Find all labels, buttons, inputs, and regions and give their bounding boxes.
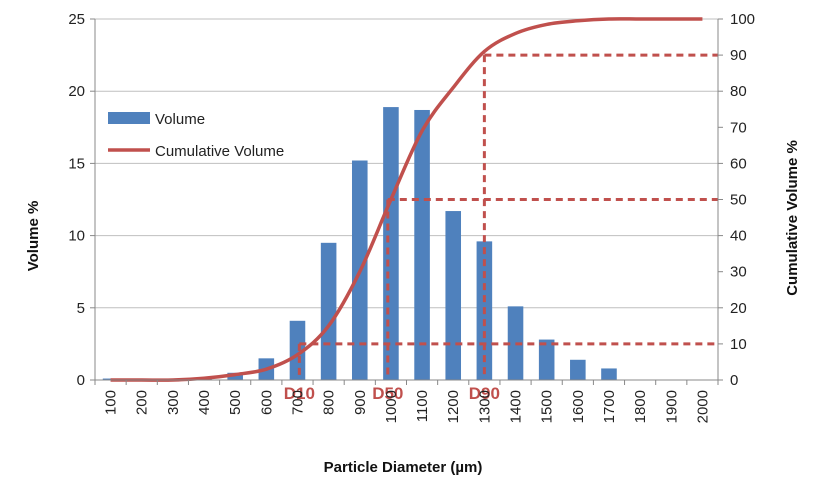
x-tick-label: 900 [352, 390, 369, 415]
y2-tick-label: 60 [730, 155, 747, 172]
x-tick-label: 1300 [476, 390, 493, 423]
x-tick-label: 800 [321, 390, 338, 415]
x-axis-title: Particle Diameter (µm) [324, 459, 483, 476]
x-tick-label: 2000 [694, 390, 711, 423]
tick-labels: 0 5 10 15 20 25 0 10 20 30 40 50 60 70 80 90 100 100 200 30… [68, 11, 755, 423]
y2-tick-label: 100 [730, 11, 755, 28]
cumulative-curve [110, 17, 703, 382]
x-tick-label: 1000 [383, 390, 400, 423]
marker-label: D50 [372, 384, 403, 403]
cumulative-volume-line [110, 17, 703, 382]
x-tick-label: 500 [227, 390, 244, 415]
y-tick-label: 5 [77, 300, 85, 317]
y2-tick-label: 70 [730, 119, 747, 136]
volume-bar [601, 368, 617, 380]
y2-axis-title: Cumulative Volume % [784, 140, 801, 296]
x-tick-label: 1800 [632, 390, 649, 423]
volume-bar [414, 109, 430, 381]
y2-tick-label: 20 [730, 300, 747, 317]
x-tick-label: 600 [258, 390, 275, 415]
volume-bar [383, 107, 399, 381]
x-tick-label: 1200 [445, 390, 462, 423]
x-tick-label: 300 [165, 390, 182, 415]
y2-tick-label: 80 [730, 83, 747, 100]
volume-bar [445, 211, 462, 380]
x-tick-label: 700 [289, 390, 306, 415]
x-tick-label: 100 [103, 390, 120, 415]
axes [90, 18, 723, 385]
legend-volume-label: Volume [155, 111, 205, 128]
y2-tick-label: 30 [730, 264, 747, 281]
volume-bar [538, 339, 555, 380]
y-axis-title: Volume % [25, 201, 42, 272]
volume-bar [320, 242, 337, 380]
volume-bars [102, 107, 617, 381]
x-tick-label: 1600 [570, 390, 587, 423]
y2-tick-label: 90 [730, 47, 747, 64]
x-tick-label: 1700 [601, 390, 618, 423]
y-tick-label: 10 [68, 228, 85, 245]
legend-volume-swatch [108, 112, 150, 124]
x-tick-label: 1400 [508, 390, 525, 423]
legend-cumulative-label: Cumulative Volume [155, 143, 284, 160]
marker-label: D10 [284, 384, 315, 403]
y-tick-label: 15 [68, 155, 85, 172]
legend: Volume Cumulative Volume [108, 111, 284, 160]
y2-tick-label: 0 [730, 372, 738, 389]
x-tick-label: 1500 [539, 390, 556, 423]
x-tick-label: 400 [196, 390, 213, 415]
d-markers: D10 D50 D90 [284, 53, 718, 403]
volume-bar [570, 359, 586, 380]
y-tick-label: 20 [68, 83, 85, 100]
x-tick-label: 1900 [663, 390, 680, 423]
y2-tick-label: 50 [730, 192, 747, 209]
y2-tick-label: 40 [730, 228, 747, 245]
volume-bar [289, 320, 306, 380]
volume-bar [227, 372, 243, 380]
y-tick-label: 25 [68, 11, 85, 28]
y2-tick-label: 10 [730, 336, 747, 353]
x-tick-label: 200 [134, 390, 151, 415]
x-tick-label: 1100 [414, 390, 431, 422]
y-tick-label: 0 [77, 372, 85, 389]
marker-label: D90 [469, 384, 500, 403]
